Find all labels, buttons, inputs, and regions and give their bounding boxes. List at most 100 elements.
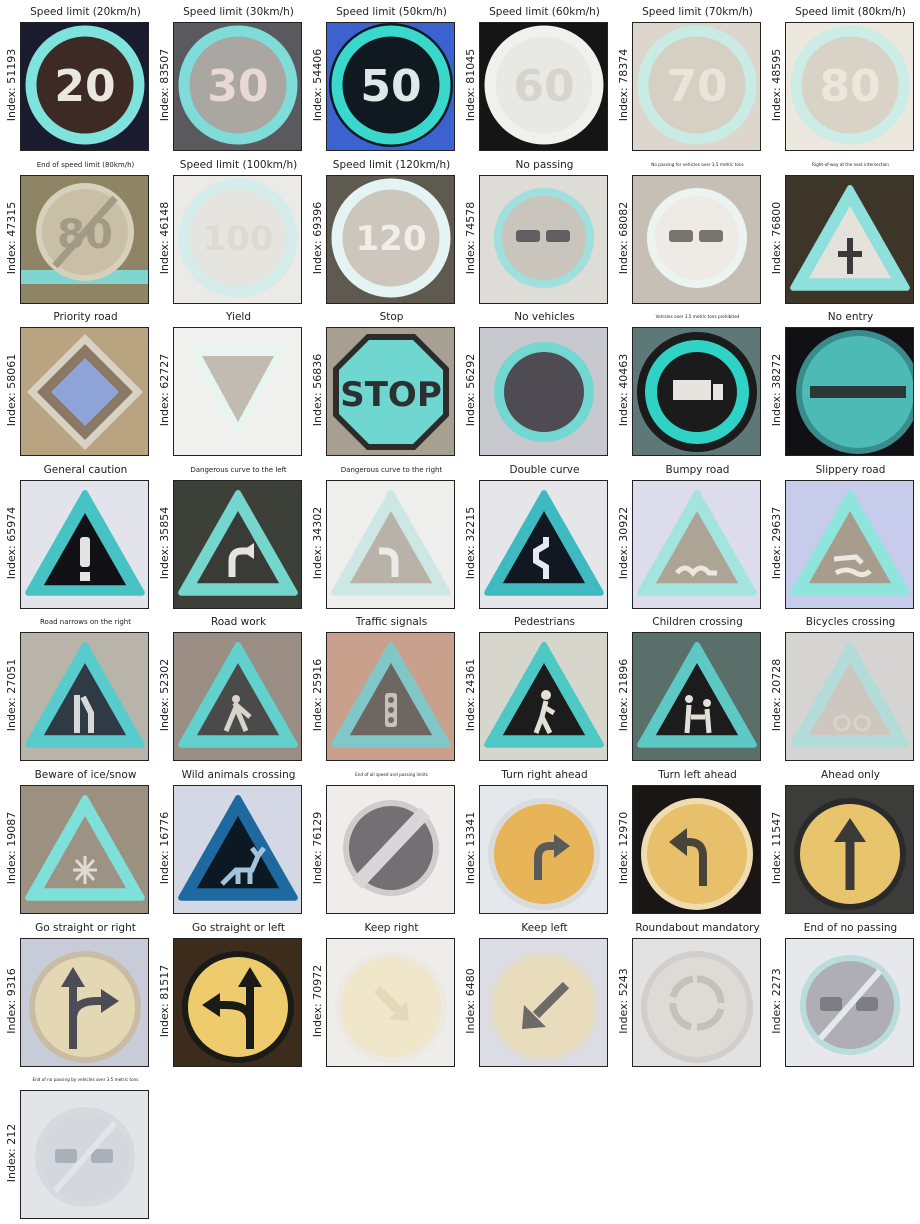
sample-index-label: Index: 46148 xyxy=(158,201,171,274)
sample-index-label: Index: 38272 xyxy=(770,353,783,427)
straight-or-left-sign-icon xyxy=(173,937,302,1067)
sign-class-title: Traffic signals xyxy=(355,616,428,629)
sign-class-title: Yield xyxy=(226,311,251,324)
sign-class-title: Keep right xyxy=(364,921,419,934)
sign-sample-cell: Keep right Index: 70972 xyxy=(306,918,459,1071)
sign-sample-cell: Children crossing Index: 21896 xyxy=(612,612,765,765)
svg-text:50: 50 xyxy=(360,61,421,112)
sample-index-label: Index: 27051 xyxy=(5,659,18,732)
sign-class-title: Stop xyxy=(379,311,404,324)
sign-class-title: Bumpy road xyxy=(665,463,730,476)
sign-sample-cell: Speed limit (70km/h) Index: 78374 70 xyxy=(612,2,765,155)
sign-sample-cell: Traffic signals Index: 25916 xyxy=(306,612,459,765)
sign-class-title: Right-of-way at the next intersection xyxy=(812,161,889,167)
sign-sample-cell: End of no passing Index: 2273 xyxy=(765,918,918,1071)
sign-class-title: Dangerous curve to the left xyxy=(190,465,287,474)
turn-left-ahead-sign-icon xyxy=(632,785,761,914)
sign-class-title: Keep left xyxy=(521,921,568,934)
no-passing-sign-icon xyxy=(479,174,608,304)
sample-index-label: Index: 78374 xyxy=(617,48,630,122)
sample-index-label: Index: 83507 xyxy=(158,48,171,122)
stop-sign-icon: STOP xyxy=(326,327,455,457)
pedestrians-sign-icon xyxy=(479,632,608,762)
sign-class-title: No passing xyxy=(515,158,574,171)
svg-text:20: 20 xyxy=(54,61,115,112)
sample-index-label: Index: 56292 xyxy=(464,353,477,427)
sign-class-title: End of no passing xyxy=(803,921,898,934)
curve-left-sign-icon xyxy=(173,479,302,609)
sample-index-label: Index: 24361 xyxy=(464,659,477,732)
sample-index-label: Index: 6480 xyxy=(464,967,477,1034)
ice-snow-sign-icon xyxy=(20,785,149,914)
sign-class-title: Children crossing xyxy=(652,616,743,629)
sign-class-title: Dangerous curve to the right xyxy=(340,465,443,474)
curve-right-sign-icon xyxy=(326,479,455,609)
speed-limit-70-sign-icon: 70 xyxy=(632,22,761,151)
sign-class-title: End of speed limit (80km/h) xyxy=(36,160,135,169)
sign-sample-cell: Beware of ice/snow Index: 19087 xyxy=(0,765,153,918)
sign-class-title: No passing for vehicles over 3.5 metric … xyxy=(651,161,744,167)
right-of-way-sign-icon xyxy=(785,174,914,304)
sign-class-title: Slippery road xyxy=(815,463,886,476)
sample-index-label: Index: 12970 xyxy=(617,811,630,885)
sign-class-title: Speed limit (70km/h) xyxy=(642,6,753,18)
sign-class-title: Turn left ahead xyxy=(658,769,737,781)
speed-limit-120-sign-icon: 120 xyxy=(326,174,455,304)
sign-sample-cell: End of all speed and passing limits Index… xyxy=(306,765,459,918)
sample-index-label: Index: 21896 xyxy=(617,659,630,732)
straight-or-right-sign-icon xyxy=(20,937,149,1067)
sign-class-title: Speed limit (80km/h) xyxy=(795,6,906,18)
sample-index-label: Index: 9316 xyxy=(5,967,18,1034)
sign-sample-cell: Roundabout mandatory Index: 5243 xyxy=(612,918,765,1071)
svg-text:80: 80 xyxy=(819,61,880,112)
sign-sample-cell: Road narrows on the right Index: 27051 xyxy=(0,612,153,765)
keep-left-sign-icon xyxy=(479,937,608,1067)
sample-index-label: Index: 29637 xyxy=(770,506,783,580)
sample-index-label: Index: 54406 xyxy=(311,48,324,122)
end-speed-limit-80-sign-icon: 80 xyxy=(20,174,149,304)
sign-sample-cell: No entry Index: 38272 xyxy=(765,307,918,460)
speed-limit-20-sign-icon: 20 xyxy=(20,22,149,151)
priority-road-sign-icon xyxy=(20,327,149,457)
end-no-passing-trucks-sign-icon xyxy=(20,1090,149,1220)
sign-sample-cell: Priority road Index: 58061 xyxy=(0,307,153,460)
sample-index-label: Index: 52302 xyxy=(158,659,171,732)
sign-class-title: Ahead only xyxy=(821,769,880,781)
sign-class-title: No entry xyxy=(827,311,874,324)
no-passing-trucks-sign-icon xyxy=(632,174,761,304)
sample-index-label: Index: 81045 xyxy=(464,48,477,122)
sample-index-label: Index: 62727 xyxy=(158,353,171,427)
speed-limit-80-sign-icon: 80 xyxy=(785,22,914,151)
sample-index-label: Index: 81517 xyxy=(158,964,171,1037)
sign-class-title: Turn right ahead xyxy=(501,769,588,781)
sign-class-title: Road work xyxy=(210,616,267,629)
sign-class-title: Speed limit (100km/h) xyxy=(179,158,298,171)
sign-sample-cell: Turn right ahead Index: 13341 xyxy=(459,765,612,918)
sample-index-label: Index: 69396 xyxy=(311,201,324,274)
no-entry-sign-icon xyxy=(785,327,914,457)
sample-index-label: Index: 25916 xyxy=(311,659,324,732)
sample-index-label: Index: 212 xyxy=(5,1123,18,1183)
sample-index-label: Index: 11547 xyxy=(770,811,783,885)
sign-sample-cell: Speed limit (50km/h) Index: 54406 50 xyxy=(306,2,459,155)
svg-text:STOP: STOP xyxy=(340,375,442,415)
sign-sample-cell: Vehicles over 3.5 metric tons prohibited… xyxy=(612,307,765,460)
sign-sample-cell: Dangerous curve to the right Index: 34302 xyxy=(306,460,459,613)
sign-sample-cell: General caution Index: 65974 xyxy=(0,460,153,613)
sample-index-label: Index: 40463 xyxy=(617,353,630,427)
svg-text:30: 30 xyxy=(207,61,268,112)
sign-class-title: Go straight or right xyxy=(35,921,136,934)
sign-sample-cell: Double curve Index: 32215 xyxy=(459,460,612,613)
children-crossing-sign-icon xyxy=(632,632,761,762)
keep-right-sign-icon xyxy=(326,937,455,1067)
ahead-only-sign-icon xyxy=(785,785,914,914)
end-all-limits-sign-icon xyxy=(326,785,455,914)
sign-class-title: General caution xyxy=(43,463,128,476)
sign-class-title: Beware of ice/snow xyxy=(34,769,137,781)
sign-class-title: Priority road xyxy=(53,311,118,324)
sign-sample-cell: Speed limit (120km/h) Index: 69396 120 xyxy=(306,155,459,308)
sample-index-label: Index: 76129 xyxy=(311,811,324,885)
sign-class-title: Speed limit (20km/h) xyxy=(30,6,141,18)
speed-limit-100-sign-icon: 100 xyxy=(173,174,302,304)
end-no-passing-sign-icon xyxy=(785,937,914,1067)
